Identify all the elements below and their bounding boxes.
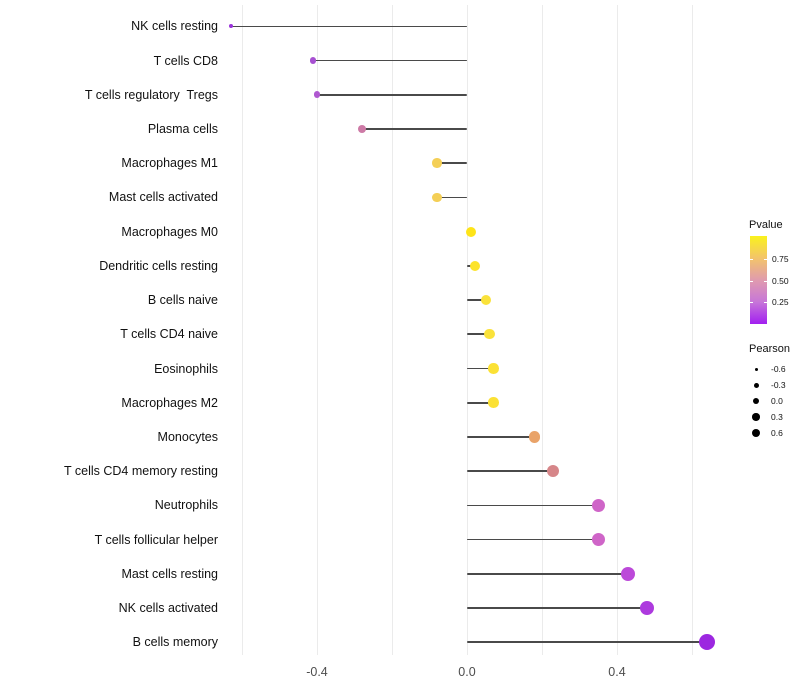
- gridline: [466, 5, 468, 655]
- pvalue-tick-mark: [764, 258, 767, 260]
- lollipop-stem: [467, 641, 707, 644]
- lollipop-dot: [432, 158, 442, 168]
- y-axis-label: Macrophages M2: [121, 395, 218, 410]
- lollipop-dot: [313, 91, 321, 99]
- pearson-size-dot: [752, 413, 760, 421]
- lollipop-dot: [487, 363, 499, 374]
- pvalue-tick-label: 0.75: [772, 253, 789, 264]
- y-axis-label: T cells CD4 memory resting: [64, 464, 218, 479]
- pvalue-tick-label: 0.25: [772, 297, 789, 307]
- pearson-size-dot: [752, 397, 760, 405]
- pearson-size-dot: [751, 428, 761, 438]
- y-axis-label: Mast cells resting: [121, 566, 218, 581]
- y-axis-label: Mast cells activated: [108, 190, 218, 205]
- lollipop-dot: [484, 329, 495, 340]
- lollipop-stem: [437, 196, 467, 199]
- lollipop-dot: [432, 192, 442, 203]
- lollipop-stem: [467, 333, 490, 336]
- y-axis-label: T cells regulatory Tregs: [84, 87, 218, 102]
- lollipop-stem: [313, 59, 467, 62]
- x-axis-tick-label: -0.4: [306, 665, 328, 679]
- pearson-size-label: 0.6: [771, 428, 783, 438]
- pvalue-tick-mark: [750, 280, 753, 282]
- lollipop-dot: [465, 226, 476, 237]
- pvalue-tick-mark: [750, 258, 753, 260]
- lollipop-stem: [467, 299, 486, 301]
- lollipop-stem: [467, 538, 599, 541]
- pvalue-tick-mark: [750, 302, 753, 303]
- pvalue-tick-mark: [764, 302, 767, 303]
- lollipop-dot: [487, 397, 499, 408]
- lollipop-dot: [357, 124, 367, 134]
- x-axis-tick-label: 0.4: [608, 665, 626, 679]
- lollipop-stem: [317, 93, 467, 96]
- lollipop-dot: [310, 57, 317, 64]
- gridline: [541, 5, 543, 655]
- y-axis-label: B cells memory: [132, 635, 218, 650]
- lollipop-stem: [467, 504, 599, 507]
- y-axis-label: Macrophages M1: [121, 156, 218, 171]
- gridline: [241, 5, 243, 655]
- lollipop-stem: [467, 401, 494, 404]
- y-axis-label: NK cells resting: [131, 19, 218, 34]
- lollipop-dot: [591, 498, 605, 512]
- y-axis-label: B cells naive: [147, 293, 218, 308]
- pvalue-tick-mark: [764, 280, 767, 282]
- lollipop-dot: [547, 465, 560, 478]
- lollipop-stem: [467, 607, 647, 609]
- legend-pearson-title: Pearson: [749, 343, 790, 355]
- y-axis-label: Plasma cells: [147, 121, 218, 136]
- y-axis-label: T cells CD8: [153, 53, 218, 68]
- lollipop-stem: [467, 367, 494, 370]
- gridline: [316, 5, 318, 655]
- lollipop-dot: [469, 260, 480, 271]
- pearson-size-dot: [754, 367, 758, 371]
- pvalue-colorbar: [750, 236, 767, 324]
- lollipop-stem: [467, 436, 535, 438]
- lollipop-stem: [467, 470, 554, 472]
- lollipop-dot: [639, 600, 655, 616]
- y-axis-label: Monocytes: [157, 429, 218, 444]
- legend-pvalue-title: Pvalue: [749, 219, 783, 231]
- y-axis-label: Macrophages M0: [121, 224, 218, 239]
- lollipop-stem: [230, 25, 467, 28]
- y-axis-label: T cells CD4 naive: [120, 327, 218, 342]
- pearson-size-label: 0.0: [771, 396, 783, 406]
- pearson-size-dot: [753, 382, 759, 388]
- pearson-size-label: 0.3: [771, 412, 783, 422]
- lollipop-dot: [621, 566, 636, 581]
- y-axis-label: Eosinophils: [154, 361, 218, 376]
- pvalue-tick-label: 0.50: [772, 275, 789, 286]
- y-axis-label: Neutrophils: [154, 498, 218, 513]
- y-axis-label: NK cells activated: [118, 601, 218, 616]
- gridline: [616, 5, 618, 655]
- gridline: [391, 5, 393, 655]
- lollipop-stem: [467, 573, 629, 575]
- lollipop-dot: [698, 634, 716, 651]
- lollipop-stem: [362, 128, 467, 130]
- y-axis-label: Dendritic cells resting: [99, 258, 218, 273]
- x-axis-tick-label: 0.0: [458, 665, 476, 679]
- y-axis-label: T cells follicular helper: [94, 532, 218, 547]
- pearson-size-label: -0.6: [771, 364, 786, 374]
- lollipop-dot: [528, 431, 541, 443]
- pearson-size-label: -0.3: [771, 380, 786, 390]
- lollipop-dot: [228, 24, 233, 29]
- gridline: [691, 5, 693, 655]
- lollipop-dot: [480, 294, 491, 306]
- lollipop-stem: [437, 162, 467, 164]
- lollipop-dot: [591, 533, 605, 547]
